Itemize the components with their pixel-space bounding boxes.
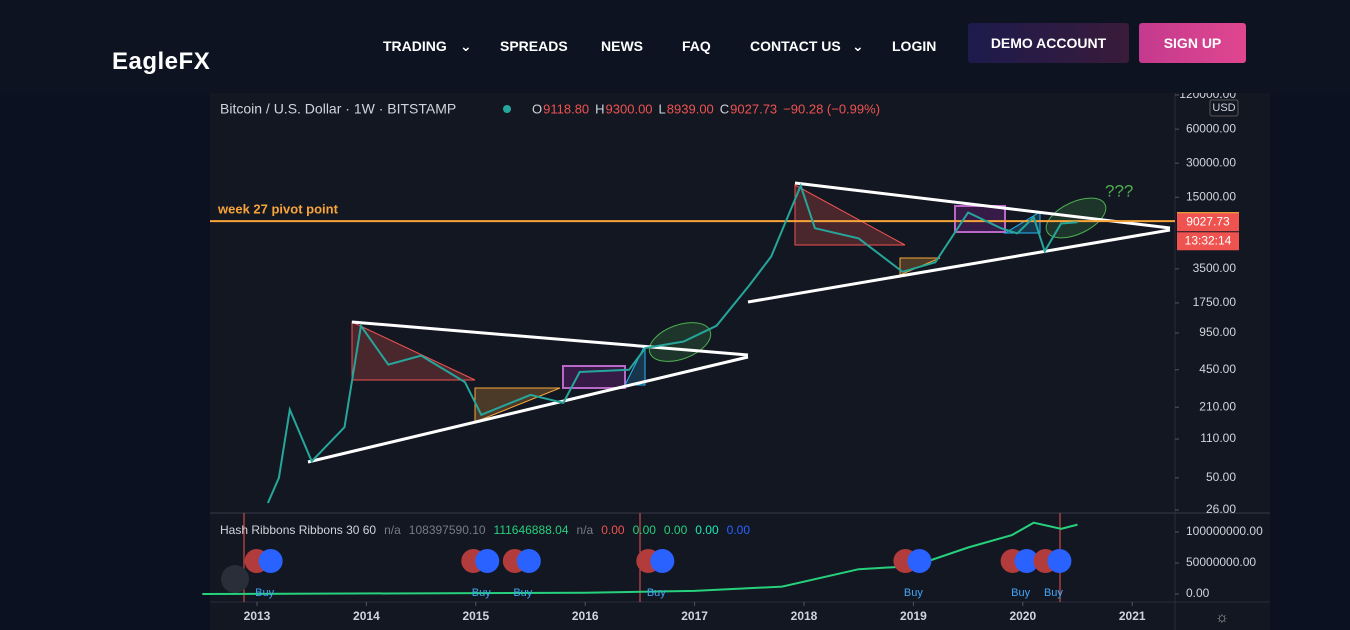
trendline <box>351 320 749 357</box>
ohlc-label: O <box>532 101 542 116</box>
buy-signal <box>516 549 541 573</box>
x-tick-label: 2019 <box>900 609 927 623</box>
price-tag-label: 9027.73 <box>1186 214 1230 228</box>
nav-item[interactable]: NEWS <box>601 38 643 54</box>
nav-item[interactable]: SPREADS <box>500 38 568 54</box>
app-icon[interactable] <box>221 565 249 593</box>
y-tick-label: 26.00 <box>1206 502 1236 516</box>
indicator-label: 0.00 <box>664 523 688 537</box>
indicator-label: 108397590.10 <box>409 523 486 537</box>
ohlc-value: 9027.73 <box>730 101 777 116</box>
indicator-label: n/a <box>577 523 594 537</box>
buy-signal <box>1014 549 1039 573</box>
buy-label: Buy <box>1011 587 1030 599</box>
buy-signal <box>907 549 932 573</box>
x-tick-label: 2018 <box>791 609 818 623</box>
chevron: ⌄ <box>460 38 472 54</box>
x-tick-label: 2015 <box>462 609 489 623</box>
change: −90.28 (−0.99%) <box>783 101 880 116</box>
y-tick-label: 3500.00 <box>1193 261 1237 275</box>
buy-signal <box>475 549 500 573</box>
signup-button[interactable]: SIGN UP <box>1139 23 1246 63</box>
y-tick-label: 15000.00 <box>1186 189 1236 203</box>
y-tick-label: 50000000.00 <box>1186 555 1256 569</box>
buy-label: Buy <box>472 587 491 599</box>
y-tick-label: 110.00 <box>1200 431 1236 445</box>
nav-item[interactable]: CONTACT US <box>750 38 841 54</box>
y-tick-label: 0.00 <box>1186 586 1210 600</box>
nav-item[interactable]: FAQ <box>682 38 711 54</box>
settings[interactable]: ☼ <box>1215 609 1229 626</box>
x-tick-label: 2021 <box>1119 609 1146 623</box>
y-tick-label: 30000.00 <box>1186 155 1236 169</box>
pivot-label: week 27 pivot point <box>217 201 339 216</box>
ohlc-value: 9118.80 <box>543 101 589 116</box>
demo-button[interactable]: DEMO ACCOUNT <box>968 23 1129 63</box>
countdown: 13:32:14 <box>1185 233 1232 247</box>
x-tick-label: 2016 <box>572 609 599 623</box>
trendline <box>307 355 749 464</box>
buy-label: Buy <box>647 587 666 599</box>
buy-signal <box>650 549 675 573</box>
drawing <box>351 321 476 381</box>
ohlc-value: 9300.00 <box>606 101 653 116</box>
y-tick-label: 60000.00 <box>1186 121 1236 135</box>
ohlc-label: L <box>659 101 666 116</box>
ohlc-label: H <box>595 101 604 116</box>
buy-label: Buy <box>904 587 923 599</box>
indicator-label: Hash Ribbons Ribbons 30 60 <box>220 523 376 537</box>
y-tick-label: 100000000.00 <box>1186 524 1263 538</box>
ohlc-value: 8939.00 <box>667 101 714 116</box>
y-tick-label: 950.00 <box>1199 325 1236 339</box>
symbol: Bitcoin / U.S. Dollar · 1W · BITSTAMP <box>220 101 456 117</box>
buy-label: Buy <box>255 587 274 599</box>
x-tick-label: 2017 <box>681 609 708 623</box>
currency-box <box>1209 99 1239 117</box>
indicator-label: 0.00 <box>727 523 751 537</box>
currency: USD <box>1212 102 1235 114</box>
header: EagleFX TRADING ⌄ SPREADS NEWS FAQ CONTA… <box>0 0 1350 93</box>
indicator-label: 111646888.04 <box>494 523 569 537</box>
chevron: ⌄ <box>852 38 864 54</box>
x-tick-label: 2020 <box>1009 609 1036 623</box>
indicator-label: n/a <box>384 523 401 537</box>
indicator-label: 0.00 <box>695 523 719 537</box>
price-tag <box>1177 213 1239 232</box>
nav-item[interactable]: LOGIN <box>892 38 937 54</box>
indicator-label: 0.00 <box>601 523 625 537</box>
y-tick-label: 1750.00 <box>1193 295 1237 309</box>
y-tick-label: 450.00 <box>1199 362 1236 376</box>
indicator-label: 0.00 <box>633 523 657 537</box>
x-tick-label: 2013 <box>244 609 271 623</box>
x-tick-label: 2014 <box>353 609 380 623</box>
y-tick-label: 210.00 <box>1199 399 1236 413</box>
trendline <box>747 228 1171 304</box>
price-line <box>266 182 1078 504</box>
buy-signal <box>258 549 283 573</box>
nav-item[interactable]: TRADING <box>383 38 447 54</box>
buy-label: Buy <box>1044 587 1063 599</box>
logo[interactable]: EagleFX <box>112 48 211 75</box>
ohlc-label: C <box>720 101 729 116</box>
drawing <box>1003 211 1041 234</box>
status-dot <box>503 105 511 113</box>
buy-label: Buy <box>513 587 532 599</box>
buy-signal <box>1047 549 1072 573</box>
y-tick-label: 50.00 <box>1206 470 1236 484</box>
countdown-box <box>1177 232 1239 251</box>
annotation: ??? <box>1105 181 1133 200</box>
